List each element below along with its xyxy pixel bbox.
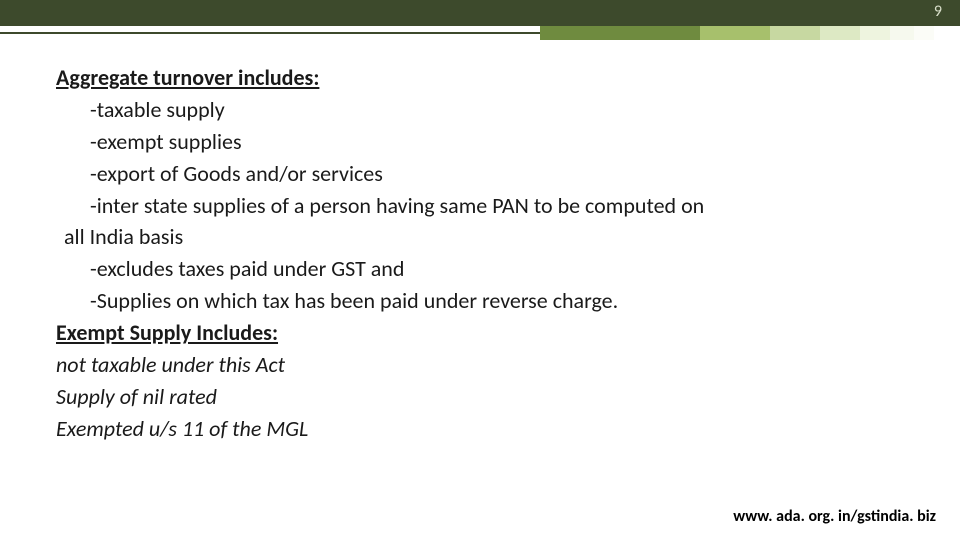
accent-block [700,26,770,40]
accent-row [0,26,960,40]
accent-block [820,26,860,40]
list-item: -Supplies on which tax has been paid und… [56,285,920,317]
list-item: -exempt supplies [56,126,920,158]
list-item: Supply of nil rated [56,381,920,413]
accent-block [914,26,934,40]
heading-aggregate: Aggregate turnover includes: [56,62,920,94]
list-item: -taxable supply [56,94,920,126]
accent-block [540,26,700,40]
accent-blocks [540,26,960,40]
accent-block [934,26,960,40]
accent-block [890,26,914,40]
list-item: -inter state supplies of a person having… [56,190,920,222]
list-item: -export of Goods and/or services [56,158,920,190]
list-item: Exempted u/s 11 of the MGL [56,413,920,445]
footer-url: www. ada. org. in/gstindia. biz [733,507,936,526]
accent-block [860,26,890,40]
accent-block [770,26,820,40]
slide: 9 Aggregate turnover includes: -taxable … [0,0,960,540]
slide-number: 9 [934,2,942,21]
list-item-cont: all India basis [56,221,920,253]
accent-rule [0,26,540,40]
top-bar: 9 [0,0,960,26]
list-item: -excludes taxes paid under GST and [56,253,920,285]
heading-exempt: Exempt Supply Includes: [56,317,920,349]
list-item: not taxable under this Act [56,349,920,381]
content: Aggregate turnover includes: -taxable su… [56,62,920,445]
